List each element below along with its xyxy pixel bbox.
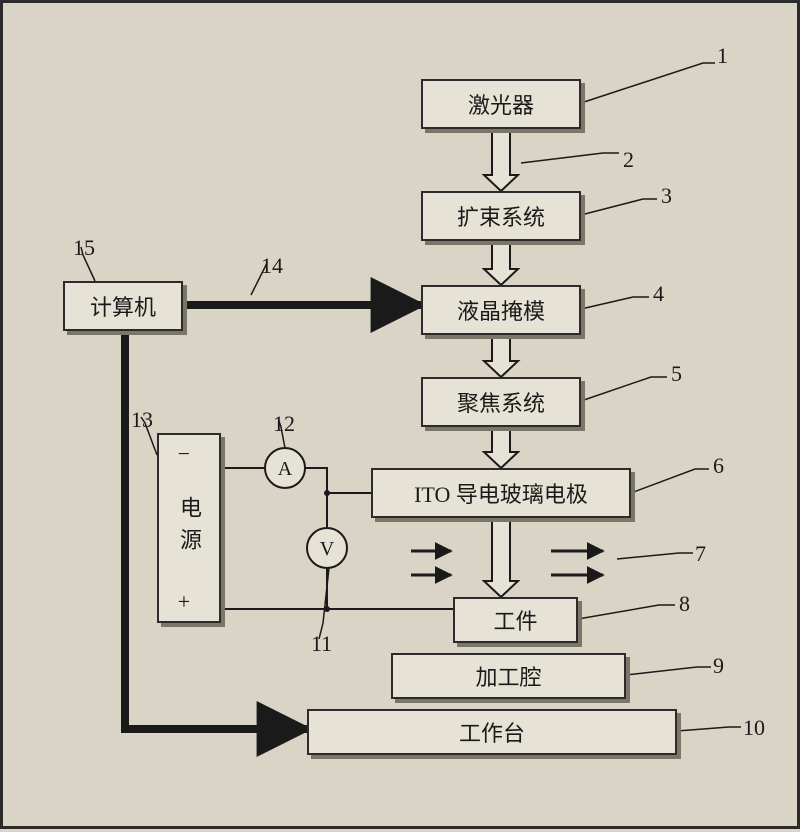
svg-text:A: A	[278, 458, 293, 480]
box-ito: ITO 导电玻璃电极	[371, 468, 631, 518]
ref-num-6: 6	[713, 453, 724, 479]
ref-num-11: 11	[311, 631, 332, 657]
box-computer: 计算机	[63, 281, 183, 331]
ref-num-10: 10	[743, 715, 765, 741]
ref-num-13: 13	[131, 407, 153, 433]
label: 加工腔	[475, 660, 541, 692]
ref-num-1: 1	[717, 43, 728, 69]
svg-text:V: V	[320, 538, 335, 560]
label: 激光器	[468, 88, 534, 120]
box-chamber: 加工腔	[391, 653, 626, 699]
ref-num-2: 2	[623, 147, 634, 173]
box-lcd-mask: 液晶掩模	[421, 285, 581, 335]
ref-num-15: 15	[73, 235, 95, 261]
ref-num-8: 8	[679, 591, 690, 617]
label: 计算机	[90, 290, 156, 322]
box-workpiece: 工件	[453, 597, 578, 643]
ref-num-12: 12	[273, 411, 295, 437]
ref-num-3: 3	[661, 183, 672, 209]
diagram-svg: AV	[3, 3, 800, 832]
ref-num-7: 7	[695, 541, 706, 567]
ref-num-14: 14	[261, 253, 283, 279]
power-label: 电源	[173, 496, 205, 560]
label: 液晶掩模	[457, 294, 545, 326]
label: 聚焦系统	[457, 386, 545, 418]
box-worktable: 工作台	[307, 709, 677, 755]
ref-num-4: 4	[653, 281, 664, 307]
label: ITO 导电玻璃电极	[414, 477, 588, 509]
power-minus: −	[178, 441, 200, 467]
label: 工作台	[459, 716, 525, 748]
label: 工件	[493, 604, 537, 636]
box-focus: 聚焦系统	[421, 377, 581, 427]
power-plus: +	[178, 589, 200, 615]
box-expander: 扩束系统	[421, 191, 581, 241]
ref-num-9: 9	[713, 653, 724, 679]
box-laser: 激光器	[421, 79, 581, 129]
ref-num-5: 5	[671, 361, 682, 387]
box-power: − 电源 +	[157, 433, 221, 623]
label: 扩束系统	[457, 200, 545, 232]
